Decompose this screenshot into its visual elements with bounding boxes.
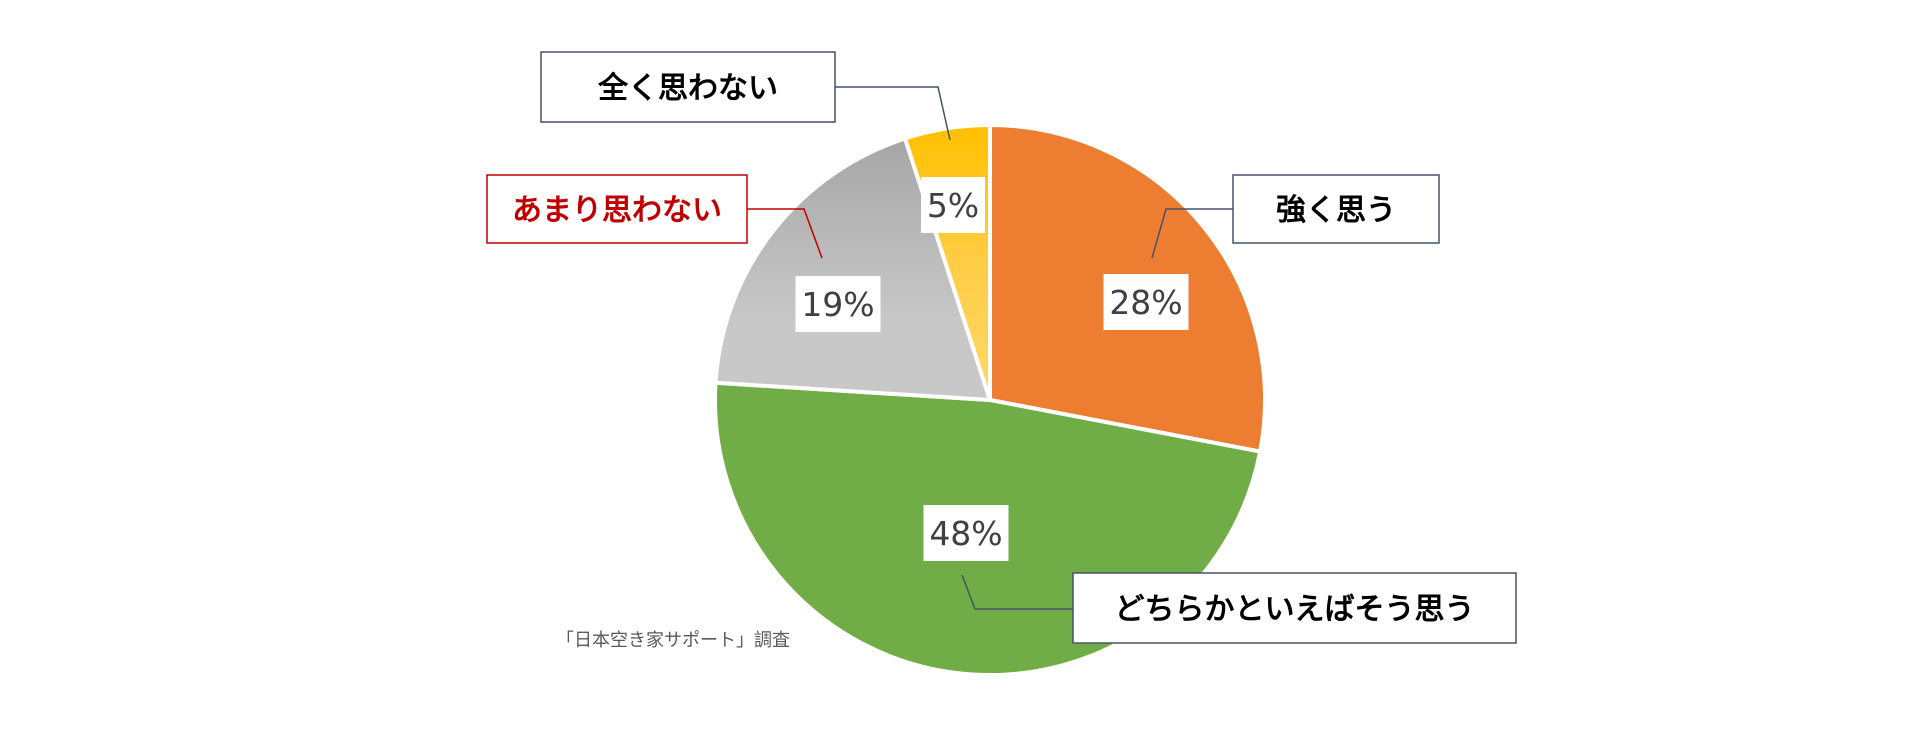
category-label-box xyxy=(1072,572,1517,644)
data-label: 19% xyxy=(795,276,881,332)
leader-line xyxy=(961,574,1073,610)
leader-line xyxy=(747,208,823,259)
leader-line xyxy=(835,86,951,141)
data-label: 28% xyxy=(1103,274,1189,330)
leader-line xyxy=(1151,208,1233,259)
category-label-box xyxy=(486,174,748,244)
data-label-box xyxy=(921,177,985,233)
data-label-text: 5% xyxy=(927,186,979,225)
category-label-somewhat-disagree: あまり思わない xyxy=(486,174,748,244)
category-label-somewhat-agree: どちらかといえばそう思う xyxy=(1072,572,1517,644)
source-note: 「日本空き家サポート」調査 xyxy=(556,630,790,651)
data-label-box xyxy=(795,276,881,332)
leader-lines-layer xyxy=(747,86,1233,610)
data-label: 5% xyxy=(921,177,985,233)
data-label-text: 48% xyxy=(929,514,1002,553)
category-label-text: 全く思わない xyxy=(597,71,778,106)
category-label-box xyxy=(1232,174,1440,244)
data-label-box xyxy=(1103,274,1189,330)
data-label: 48% xyxy=(923,505,1009,561)
data-label-box xyxy=(923,505,1009,561)
category-label-text: どちらかといえばそう思う xyxy=(1115,592,1475,627)
category-label-strongly-disagree: 全く思わない xyxy=(540,51,836,123)
category-label-box xyxy=(540,51,836,123)
category-label-strongly-agree: 強く思う xyxy=(1232,174,1440,244)
category-label-text: あまり思わない xyxy=(512,193,722,228)
data-label-text: 28% xyxy=(1109,283,1182,322)
data-label-text: 19% xyxy=(801,285,874,324)
data-labels-layer: 28% 48% 19% 5% xyxy=(795,177,1189,561)
category-label-text: 強く思う xyxy=(1276,193,1396,228)
